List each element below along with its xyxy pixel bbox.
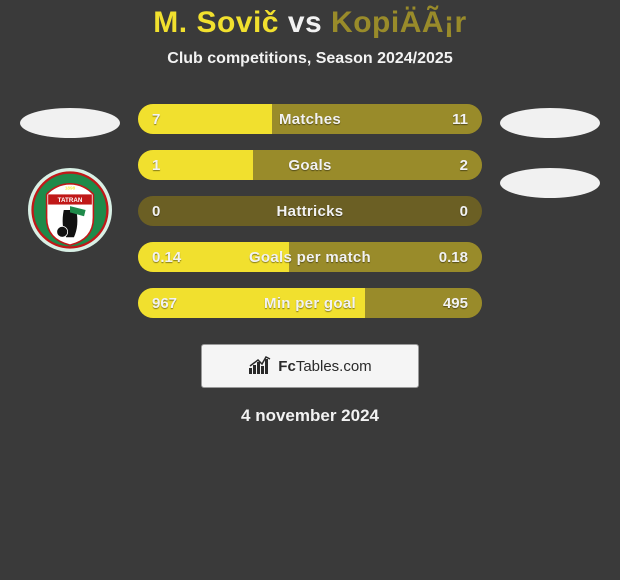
player2-placeholder-ellipse-1 — [500, 108, 600, 138]
brand-fc: Fc — [278, 358, 296, 375]
main-layout: TATRAN 1898 711Matches 12Goals 00Hattricks… — [0, 104, 620, 318]
brand-tables: Tables.com — [296, 358, 372, 375]
comparison-card: M. Sovič vs KopiÄÃ¡r Club competitions, … — [0, 0, 620, 580]
team-badge-svg: TATRAN 1898 — [31, 171, 109, 249]
svg-text:1898: 1898 — [65, 186, 76, 191]
stat-bar: 12Goals — [138, 150, 482, 180]
stat-bars: 711Matches 12Goals 00Hattricks 0.140.18Goal… — [138, 104, 482, 318]
brand-text: FcTables.com — [278, 358, 371, 375]
player1-name: M. Sovič — [153, 6, 279, 39]
stat-bar: 0.140.18Goals per match — [138, 242, 482, 272]
vs-label: vs — [288, 6, 322, 39]
date-label: 4 november 2024 — [0, 406, 620, 426]
player1-placeholder-ellipse — [20, 108, 120, 138]
stat-bar: 967495Min per goal — [138, 288, 482, 318]
bar-label: Goals per match — [138, 242, 482, 272]
svg-text:TATRAN: TATRAN — [58, 197, 83, 204]
player2-name: KopiÄÃ¡r — [331, 6, 467, 39]
subtitle: Club competitions, Season 2024/2025 — [0, 50, 620, 68]
player2-placeholder-ellipse-2 — [500, 168, 600, 198]
brand-footer: FcTables.com — [201, 344, 419, 388]
bar-label: Hattricks — [138, 196, 482, 226]
bar-label: Matches — [138, 104, 482, 134]
team-badge-tatran: TATRAN 1898 — [28, 168, 112, 252]
right-side — [500, 104, 600, 198]
bar-label: Min per goal — [138, 288, 482, 318]
left-side: TATRAN 1898 — [20, 104, 120, 252]
bar-label: Goals — [138, 150, 482, 180]
stat-bar: 00Hattricks — [138, 196, 482, 226]
chart-icon — [248, 356, 272, 376]
page-title: M. Sovič vs KopiÄÃ¡r — [0, 6, 620, 40]
stat-bar: 711Matches — [138, 104, 482, 134]
